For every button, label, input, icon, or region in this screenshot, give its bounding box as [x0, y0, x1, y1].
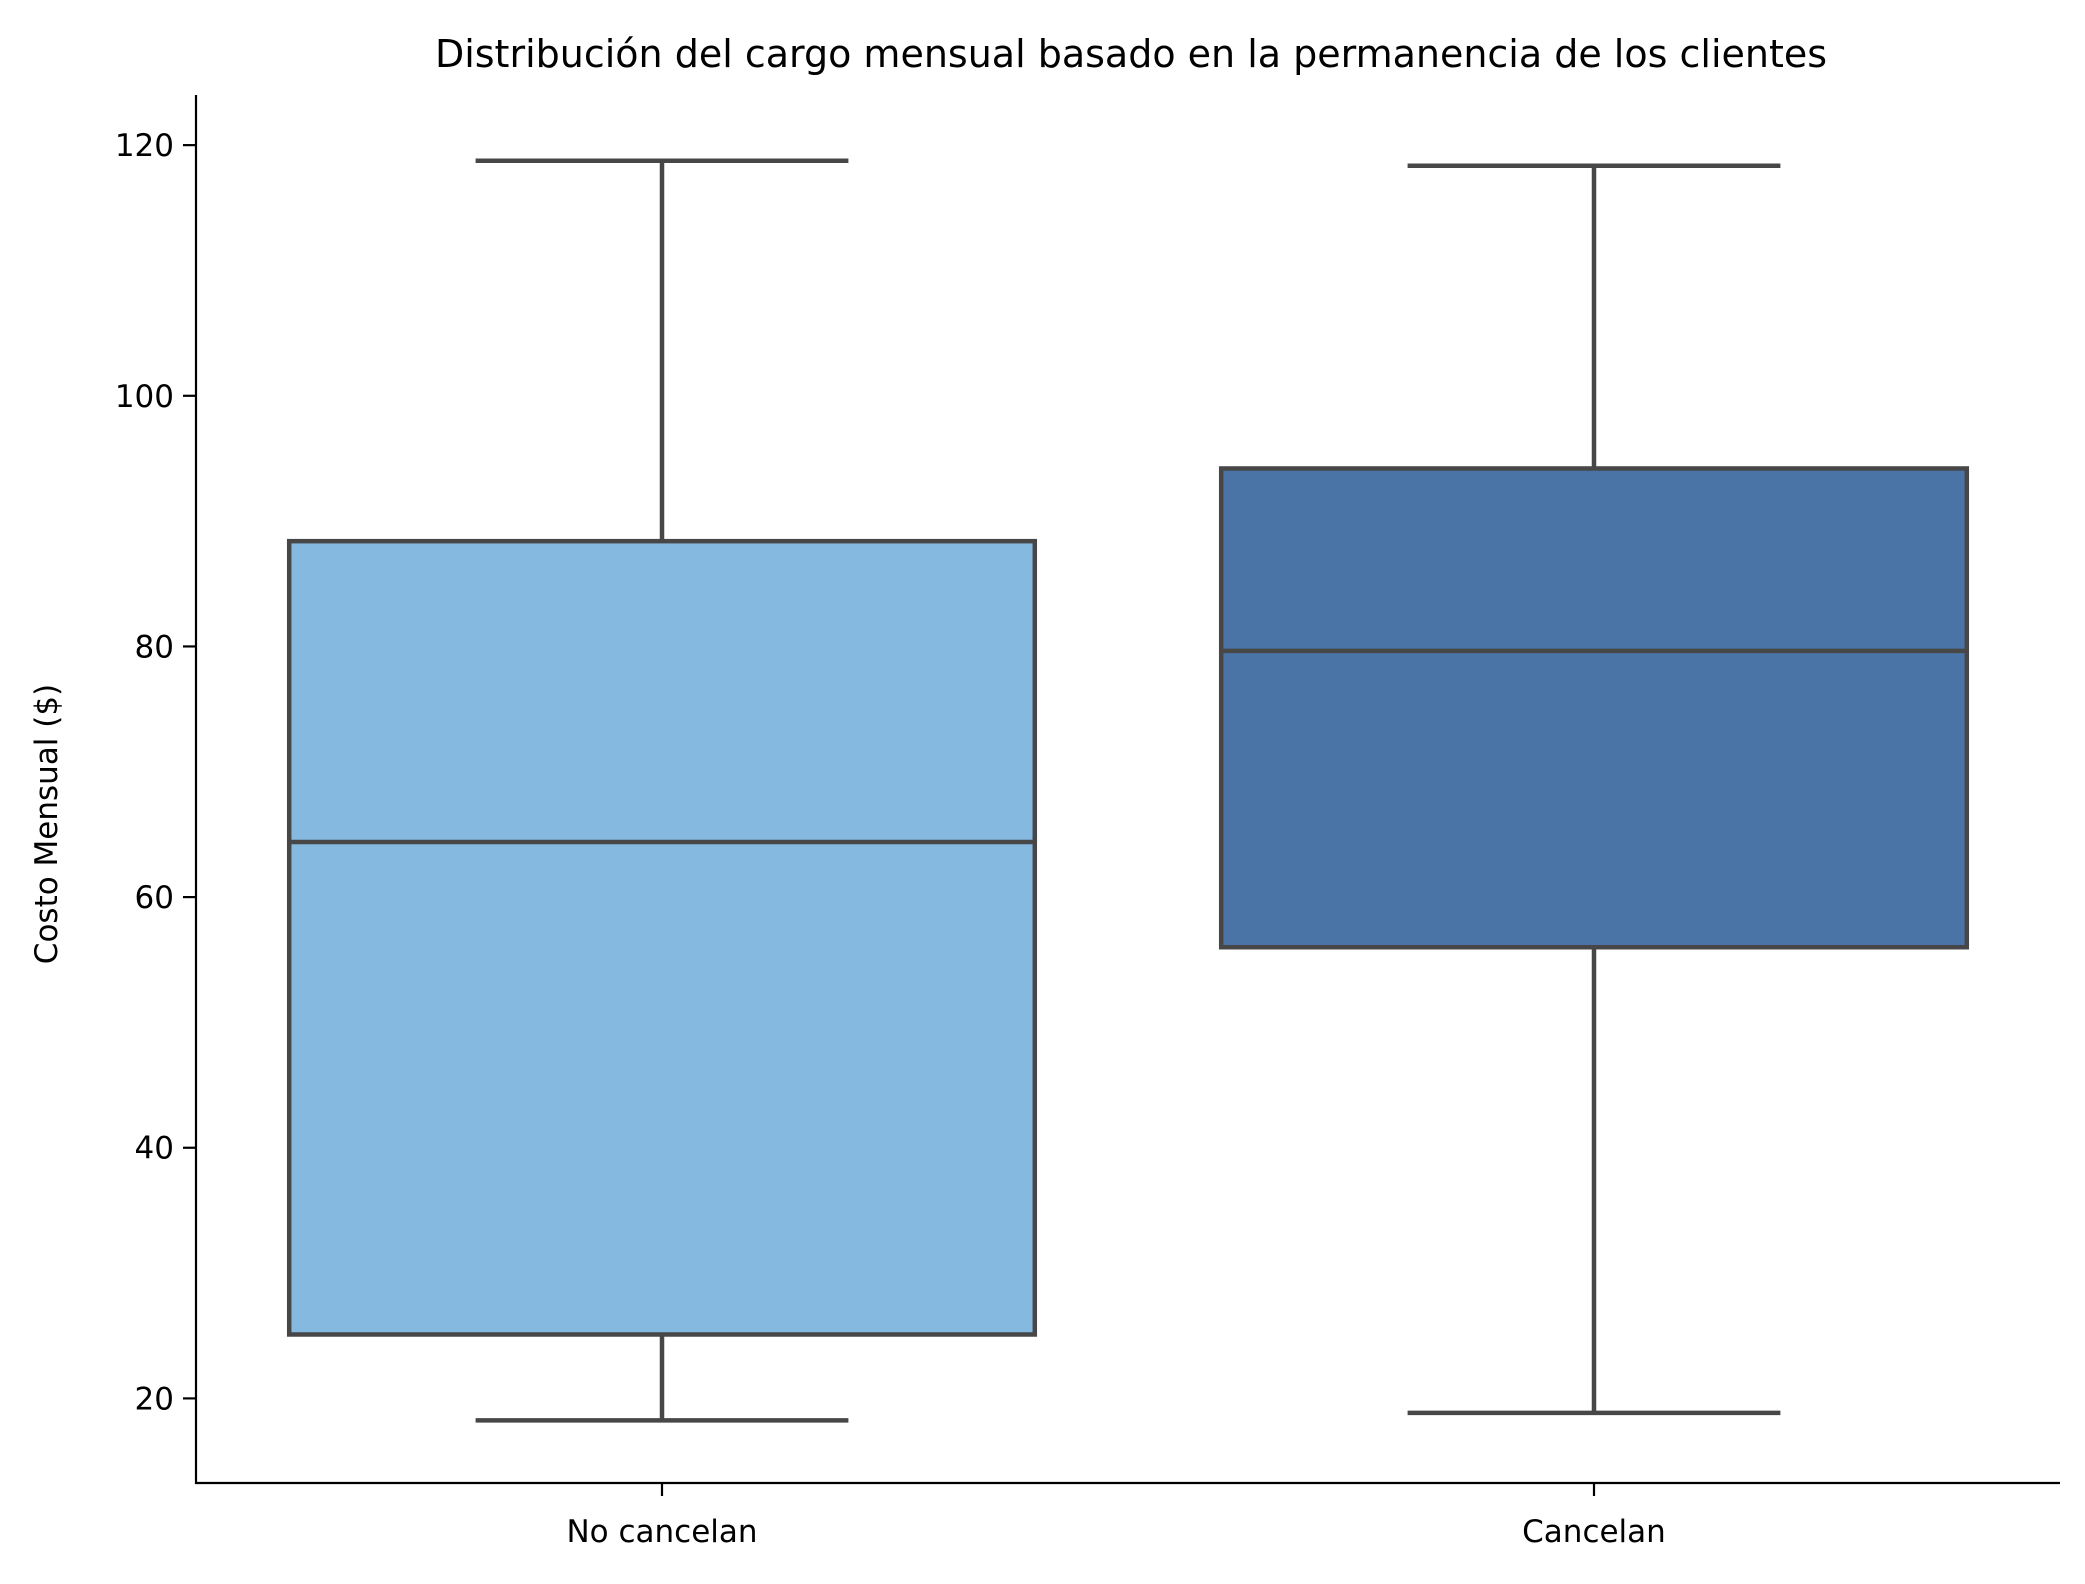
chart-title: Distribución del cargo mensual basado en… [435, 32, 1827, 76]
y-tick-label: 60 [135, 880, 174, 916]
y-tick-label: 100 [115, 379, 174, 415]
box-group [1218, 163, 1970, 1416]
box-iqr [1218, 466, 1970, 950]
axes: 20 40 60 80 100 120 No cancelan Cancelan [115, 95, 2060, 1550]
plot-area [286, 158, 1970, 1423]
y-tick-label: 40 [135, 1131, 174, 1167]
box-group [286, 158, 1038, 1423]
y-axis-label: Costo Mensual ($) [29, 684, 65, 964]
x-tick-label: Cancelan [1522, 1514, 1666, 1550]
y-tick-label: 120 [115, 128, 174, 164]
y-tick-label: 80 [135, 629, 174, 665]
y-tick-label: 20 [135, 1381, 174, 1417]
x-tick-label: No cancelan [566, 1514, 757, 1550]
box-iqr [286, 538, 1038, 1337]
